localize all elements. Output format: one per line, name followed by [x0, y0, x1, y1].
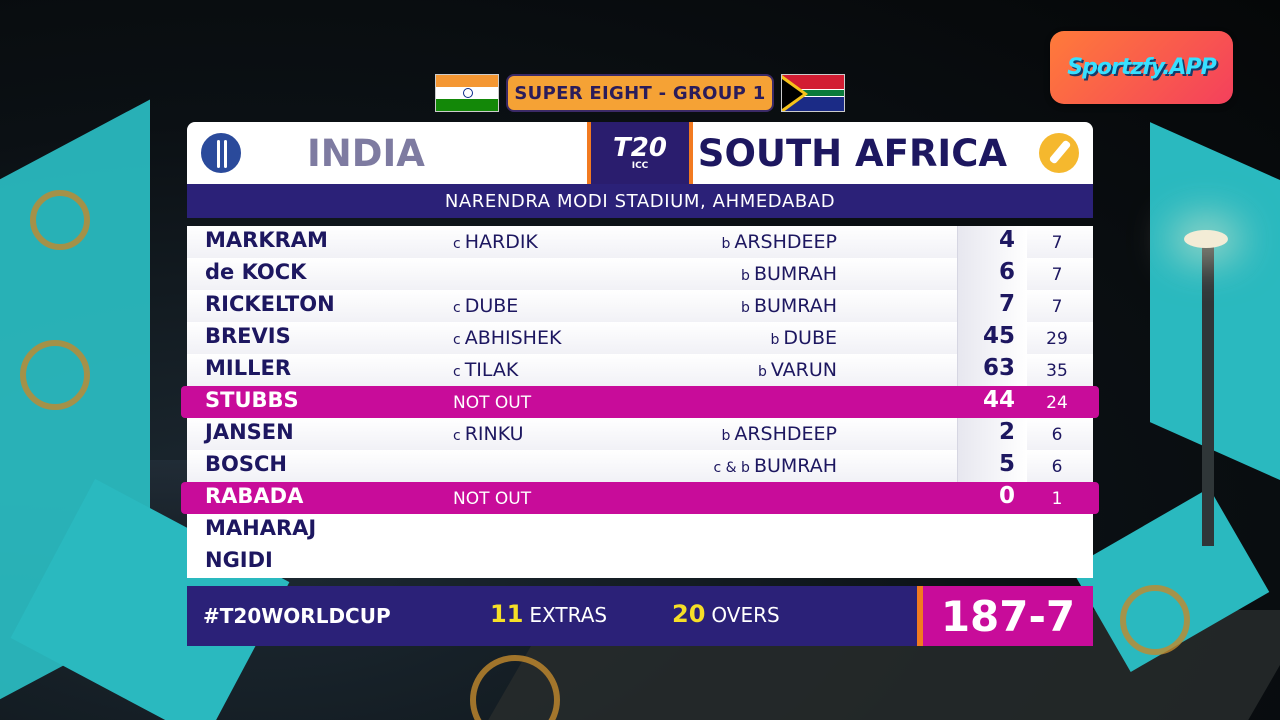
- dismissal: c DUBE: [453, 295, 519, 317]
- logo-text: Sportzfy.APP: [1067, 55, 1216, 80]
- background-ring: [30, 190, 90, 250]
- balls: 29: [1046, 329, 1068, 349]
- batter-row: MARKRAM c HARDIK b ARSHDEEP 4 7: [187, 226, 1093, 258]
- t20-logo-sub: ICC: [631, 161, 649, 171]
- background-shape: [1150, 122, 1280, 498]
- background-ring: [1120, 585, 1190, 655]
- scorecard: INDIA T20 ICC SOUTH AFRICA NARENDRA MODI…: [181, 122, 1099, 646]
- runs: 2: [998, 419, 1015, 445]
- runs: 4: [998, 227, 1015, 253]
- batter-name: BOSCH: [205, 452, 287, 476]
- balls: 6: [1051, 457, 1063, 477]
- balls: 6: [1051, 425, 1063, 445]
- runs: 45: [982, 323, 1015, 349]
- batter-row: JANSEN c RINKU b ARSHDEEP 2 6: [187, 418, 1093, 450]
- score-footer: #T20WORLDCUP 11 EXTRAS 20 OVERS 187-7: [187, 586, 1093, 646]
- bowler: b ARSHDEEP: [721, 231, 837, 253]
- team-right-header: SOUTH AFRICA: [693, 122, 1093, 184]
- runs: 0: [998, 483, 1015, 509]
- venue: NARENDRA MODI STADIUM, AHMEDABAD: [187, 184, 1093, 218]
- sportzfy-logo: Sportzfy.APP: [1050, 31, 1233, 104]
- batter-name: MAHARAJ: [205, 516, 317, 540]
- cricket-ball-icon: [201, 133, 241, 173]
- balls: 7: [1051, 233, 1063, 253]
- team-left-name: INDIA: [307, 132, 425, 175]
- total-score: 187-7: [917, 586, 1093, 646]
- background-ring: [470, 655, 560, 720]
- t20-world-cup-logo: T20 ICC: [587, 122, 693, 184]
- batter-row-not-out: STUBBS NOT OUT 44 24: [181, 386, 1099, 418]
- not-out-status: NOT OUT: [453, 489, 532, 509]
- batter-row-yet-to-bat: NGIDI: [187, 546, 1093, 578]
- stage-badge: SUPER EIGHT - GROUP 1: [506, 74, 774, 112]
- balls: 7: [1051, 297, 1063, 317]
- batter-name: de KOCK: [205, 260, 307, 284]
- t20-logo-main: T20: [613, 133, 667, 163]
- batter-row: RICKELTON c DUBE b BUMRAH 7 7: [187, 290, 1093, 322]
- cricket-bat-icon: [1039, 133, 1079, 173]
- bowler: b VARUN: [758, 359, 837, 381]
- india-flag-icon: [435, 74, 499, 112]
- lamp-post: [1202, 246, 1214, 546]
- overs: 20 OVERS: [672, 600, 780, 628]
- not-out-status: NOT OUT: [453, 393, 532, 413]
- lamp-light: [1184, 230, 1228, 248]
- dismissal: c HARDIK: [453, 231, 538, 253]
- background-ring: [20, 340, 90, 410]
- batter-row: BREVIS c ABHISHEK b DUBE 45 29: [187, 322, 1093, 354]
- south-africa-flag-icon: [781, 74, 845, 112]
- batter-name: BREVIS: [205, 324, 291, 348]
- runs: 7: [998, 291, 1015, 317]
- batter-row-not-out: RABADA NOT OUT 0 1: [181, 482, 1099, 514]
- bowler: b BUMRAH: [741, 263, 837, 285]
- dismissal: c ABHISHEK: [453, 327, 562, 349]
- batter-name: STUBBS: [205, 388, 299, 412]
- dismissal: c RINKU: [453, 423, 524, 445]
- bowler: c & b BUMRAH: [713, 455, 837, 477]
- bowler: b ARSHDEEP: [721, 423, 837, 445]
- batter-row: MILLER c TILAK b VARUN 63 35: [187, 354, 1093, 386]
- batter-name: RABADA: [205, 484, 304, 508]
- team-left-header: INDIA: [187, 122, 587, 184]
- batter-name: NGIDI: [205, 548, 273, 572]
- batter-name: RICKELTON: [205, 292, 335, 316]
- balls: 7: [1051, 265, 1063, 285]
- balls: 24: [1046, 393, 1068, 413]
- runs: 44: [982, 387, 1015, 413]
- runs: 6: [998, 259, 1015, 285]
- balls: 35: [1046, 361, 1068, 381]
- batter-row: BOSCH c & b BUMRAH 5 6: [187, 450, 1093, 482]
- extras: 11 EXTRAS: [490, 600, 608, 628]
- batter-name: MILLER: [205, 356, 291, 380]
- balls: 1: [1051, 489, 1063, 509]
- batter-row-yet-to-bat: MAHARAJ: [187, 514, 1093, 546]
- batter-row: de KOCK b BUMRAH 6 7: [187, 258, 1093, 290]
- bowler: b BUMRAH: [741, 295, 837, 317]
- hashtag: #T20WORLDCUP: [203, 604, 391, 628]
- batter-name: MARKRAM: [205, 228, 328, 252]
- team-right-name: SOUTH AFRICA: [697, 132, 1007, 175]
- runs: 63: [982, 355, 1015, 381]
- bowler: b DUBE: [770, 327, 837, 349]
- batter-name: JANSEN: [205, 420, 294, 444]
- dismissal: c TILAK: [453, 359, 519, 381]
- runs: 5: [998, 451, 1015, 477]
